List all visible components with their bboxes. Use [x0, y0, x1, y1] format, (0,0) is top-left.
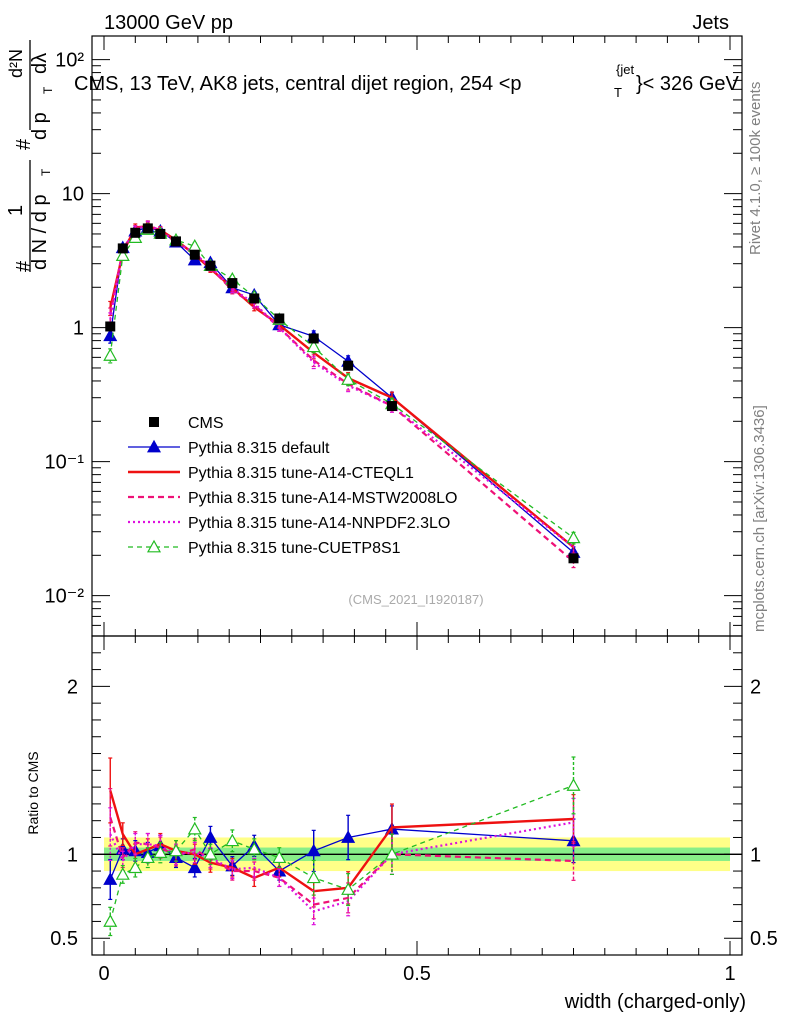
data-point-cuetp — [140, 850, 155, 864]
y-tick-label-ratio: 0.5 — [50, 928, 78, 950]
data-point-cuetp — [115, 248, 130, 261]
y-tick-label-main: 10⁻² — [45, 586, 85, 608]
x-tick-label: 1 — [724, 963, 735, 985]
data-point-cuetp — [247, 841, 262, 855]
data-point-cms — [227, 278, 238, 289]
data-point-cuetp — [341, 372, 356, 385]
data-point-cuetp — [203, 847, 218, 860]
data-point-cms — [117, 243, 128, 254]
data-point-default — [306, 843, 321, 857]
y-tick-label-main: 10² — [55, 50, 84, 72]
data-point-cuetp — [115, 867, 130, 880]
legend-marker-default — [146, 439, 162, 453]
data-point-cms — [343, 360, 354, 371]
data-point-default — [103, 872, 118, 885]
y-label-one: 1 — [5, 205, 27, 216]
y-tick-label-main: 1 — [73, 318, 84, 340]
data-point-default — [203, 830, 218, 843]
y-axis-label-ratio: Ratio to CMS — [25, 751, 41, 834]
data-point-cuetp — [168, 843, 184, 857]
legend-marker-cuetp — [146, 539, 162, 553]
series-line-mstw — [109, 223, 575, 563]
data-point-cms — [568, 553, 579, 564]
data-point-default — [341, 830, 356, 843]
x-axis-label: width (charged-only) — [564, 991, 746, 1013]
y-label-hash-2: # — [13, 138, 35, 150]
header-left: 13000 GeV pp — [104, 12, 233, 34]
data-point-cuetp — [341, 882, 356, 895]
data-point-cms — [170, 236, 181, 247]
data-point-default — [187, 860, 202, 874]
y-label-dlambda: dλ — [29, 53, 51, 74]
ratio-panel-frame — [91, 635, 743, 956]
legend: CMS Pythia 8.315 default Pythia 8.315 tune… — [128, 415, 457, 557]
data-point-cuetp — [566, 530, 581, 544]
chart-title-main: CMS, 13 TeV, AK8 jets, central dijet reg… — [74, 73, 522, 95]
y-axis-label-main: # 1 d N / d p T # d²N d p T dλ — [5, 40, 55, 272]
mcplots-label: mcplots.cern.ch [arXiv:1306.3436] — [751, 405, 768, 632]
y-tick-label-ratio: 1 — [67, 844, 78, 866]
data-point-cuetp — [566, 778, 581, 791]
data-point-cms — [130, 227, 141, 238]
data-point-cms — [189, 249, 200, 260]
y-label-T-2: T — [41, 86, 55, 94]
data-point-cms — [249, 293, 260, 304]
data-point-cuetp — [128, 860, 143, 874]
x-tick-label: 0 — [98, 963, 109, 985]
legend-label-cteql1: Pythia 8.315 tune-A14-CTEQL1 — [188, 465, 414, 482]
y-tick-label-ratio-right: 1 — [750, 844, 761, 866]
y-tick-label-ratio-right: 0.5 — [750, 928, 778, 950]
data-point-cms — [308, 333, 319, 344]
data-point-cuetp — [306, 339, 321, 353]
y-tick-label-ratio: 2 — [67, 676, 78, 698]
data-point-cms — [142, 223, 153, 234]
data-point-cms — [105, 321, 116, 332]
data-point-cuetp — [306, 870, 321, 884]
y-label-dp: d p — [29, 112, 51, 140]
data-point-cms — [155, 228, 166, 239]
chart-title-super: {jet — [616, 62, 634, 77]
legend-label-cms: CMS — [188, 415, 224, 432]
data-point-cuetp — [272, 850, 287, 864]
y-tick-label-main: 10⁻¹ — [45, 452, 85, 474]
y-tick-label-main: 10 — [62, 184, 84, 206]
data-point-cuetp — [225, 833, 240, 847]
header-right: Jets — [692, 12, 729, 34]
analysis-watermark: (CMS_2021_I1920187) — [348, 592, 483, 607]
legend-marker-cms — [149, 417, 159, 427]
legend-label-default: Pythia 8.315 default — [188, 440, 330, 457]
legend-label-mstw: Pythia 8.315 tune-A14-MSTW2008LO — [188, 490, 457, 507]
data-point-cuetp — [103, 348, 118, 361]
data-point-cuetp — [187, 238, 202, 252]
data-point-cuetp — [384, 847, 399, 860]
y-tick-label-ratio-right: 2 — [750, 676, 761, 698]
y-label-dN: d N / d p — [29, 194, 51, 270]
data-point-cms — [386, 401, 397, 412]
y-label-d2N: d²N — [6, 49, 26, 78]
chart-title-sub: T — [614, 85, 622, 100]
main-plot-area — [103, 220, 581, 569]
legend-label-nnpdf: Pythia 8.315 tune-A14-NNPDF2.3LO — [188, 515, 450, 532]
data-point-cuetp — [103, 914, 118, 927]
chart-title: CMS, 13 TeV, AK8 jets, central dijet reg… — [74, 62, 740, 100]
chart-title-end: }< 326 GeV — [636, 73, 740, 95]
data-point-cms — [205, 260, 216, 271]
data-point-cuetp — [153, 845, 168, 858]
legend-label-cuetp: Pythia 8.315 tune-CUETP8S1 — [188, 540, 401, 557]
x-tick-label: 0.5 — [403, 963, 431, 985]
data-point-cuetp — [187, 821, 202, 835]
data-point-cms — [274, 313, 285, 324]
y-label-T-1: T — [39, 168, 53, 176]
ratio-plot-area — [92, 756, 742, 937]
rivet-version-label: Rivet 4.1.0, ≥ 100k events — [747, 82, 764, 255]
